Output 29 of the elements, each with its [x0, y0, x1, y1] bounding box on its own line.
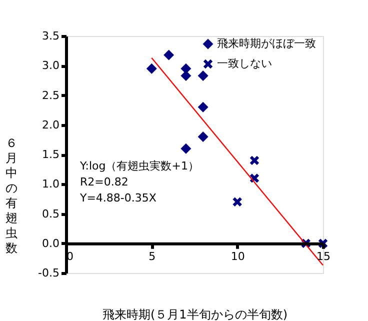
- x-tick-label: 5: [148, 250, 156, 263]
- y-tick-label: -0.5: [38, 266, 60, 280]
- y-tick-label: 1.0: [42, 178, 60, 191]
- legend-label: 飛来時期がほぼ一致: [217, 37, 316, 50]
- y-tick-label: 3.0: [42, 59, 60, 72]
- point: [198, 70, 208, 81]
- x-tick-label: 10: [230, 250, 245, 263]
- legend-label: 一致しない: [217, 57, 272, 70]
- y-tick-label: 2.0: [42, 118, 60, 132]
- y-tick-label: 1.5: [42, 148, 60, 161]
- point: [249, 173, 260, 184]
- annotation: R2=0.82: [80, 175, 128, 188]
- y-tick-label: 0.5: [42, 207, 60, 220]
- point: [164, 50, 174, 60]
- point: [180, 143, 192, 154]
- point: [146, 63, 157, 74]
- point: [198, 131, 208, 142]
- x-tick-label: 15: [316, 250, 330, 263]
- annotation: Y:log（有翅虫実数+1）: [79, 159, 199, 172]
- point: [249, 155, 260, 166]
- y-axis-title: ６月中の有翅虫数: [6, 136, 18, 256]
- y-tick-label: 2.5: [42, 88, 60, 102]
- x-axis-title: 飛来時期(５月1半旬からの半旬数): [102, 308, 288, 321]
- annotation: Y=4.88-0.35X: [79, 191, 157, 204]
- point: [318, 238, 328, 248]
- point: [232, 196, 242, 207]
- y-tick-label: 0.0: [42, 236, 60, 250]
- y-tick-label: 3.5: [42, 30, 60, 42]
- point: [198, 102, 208, 112]
